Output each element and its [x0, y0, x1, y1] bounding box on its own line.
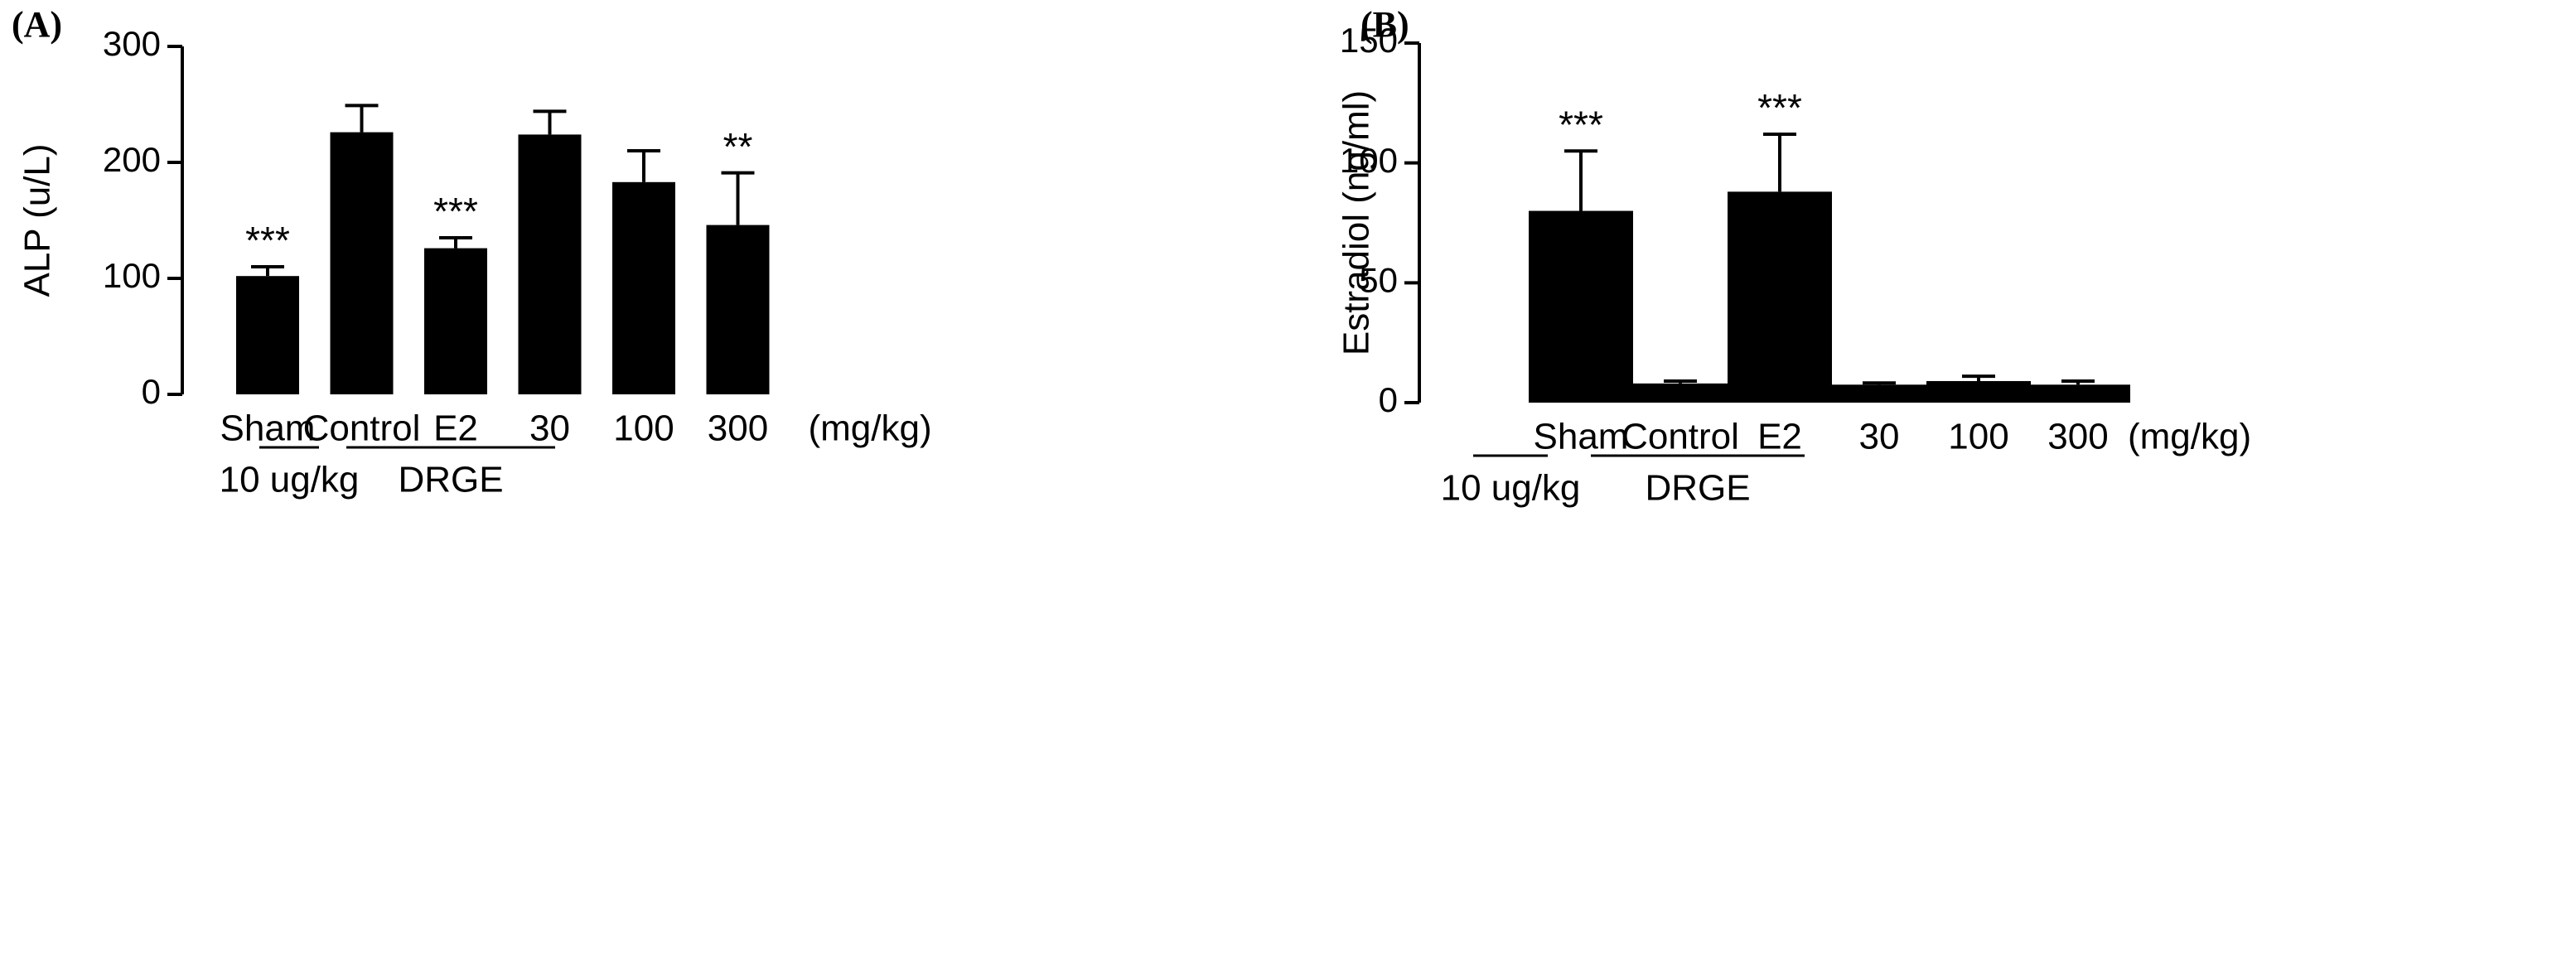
panel-b: (B) 0 50 100 150 Estradiol (ng/ml) *** ShamCont…	[1336, 4, 2252, 509]
category-label-2: E2	[433, 408, 478, 449]
significance-0: ***	[245, 219, 290, 262]
significance-2: ***	[433, 190, 478, 233]
bar-4	[1926, 380, 2031, 403]
category-label-3: 30	[529, 408, 570, 449]
category-label-5: 300	[2047, 417, 2108, 457]
y-tick-label: 0	[1379, 380, 1398, 419]
group-label-1: DRGE	[1645, 468, 1750, 509]
bar-4	[612, 181, 675, 395]
bar-2	[424, 248, 487, 394]
bar-3	[518, 134, 582, 394]
category-label-4: 100	[613, 408, 674, 449]
category-label-2: E2	[1757, 417, 1802, 457]
category-label-1: Control	[303, 408, 421, 449]
significance-5: **	[723, 125, 753, 168]
y-tick-label: 200	[103, 140, 161, 179]
group-label-0: 10 ug/kg	[1441, 468, 1581, 509]
category-label-0: Sham	[1534, 417, 1629, 457]
y-tick-label: 100	[1340, 141, 1398, 180]
bar-1	[1628, 383, 1733, 403]
group-label-0: 10 ug/kg	[220, 460, 360, 500]
category-label-4: 100	[1948, 417, 2008, 457]
y-axis-title: ALP (u/L)	[17, 143, 58, 297]
bar-0	[1529, 210, 1633, 403]
bar-3	[1827, 384, 1931, 403]
panel-label: (A)	[12, 4, 62, 45]
panel-label: (B)	[1360, 4, 1409, 45]
y-tick-label: 50	[1359, 260, 1398, 299]
group-label-1: DRGE	[398, 460, 503, 500]
bar-0	[236, 276, 299, 394]
category-label-0: Sham	[220, 408, 316, 449]
unit-label: (mg/kg)	[809, 408, 932, 449]
y-tick-label: 300	[103, 24, 161, 63]
significance-0: ***	[1559, 103, 1603, 146]
category-label-3: 30	[1859, 417, 1900, 457]
category-label-5: 300	[708, 408, 768, 449]
bar-1	[330, 132, 394, 394]
y-tick-label: 100	[103, 256, 161, 295]
bar-5	[2026, 384, 2130, 403]
category-label-1: Control	[1621, 417, 1739, 457]
unit-label: (mg/kg)	[2128, 417, 2251, 457]
y-tick-label: 0	[142, 372, 161, 411]
bar-2	[1728, 191, 1832, 403]
y-axis-title: Estradiol (ng/ml)	[1336, 90, 1377, 355]
y-tick-label: 150	[1340, 21, 1398, 60]
significance-2: ***	[1757, 86, 1802, 129]
bar-5	[706, 225, 770, 394]
